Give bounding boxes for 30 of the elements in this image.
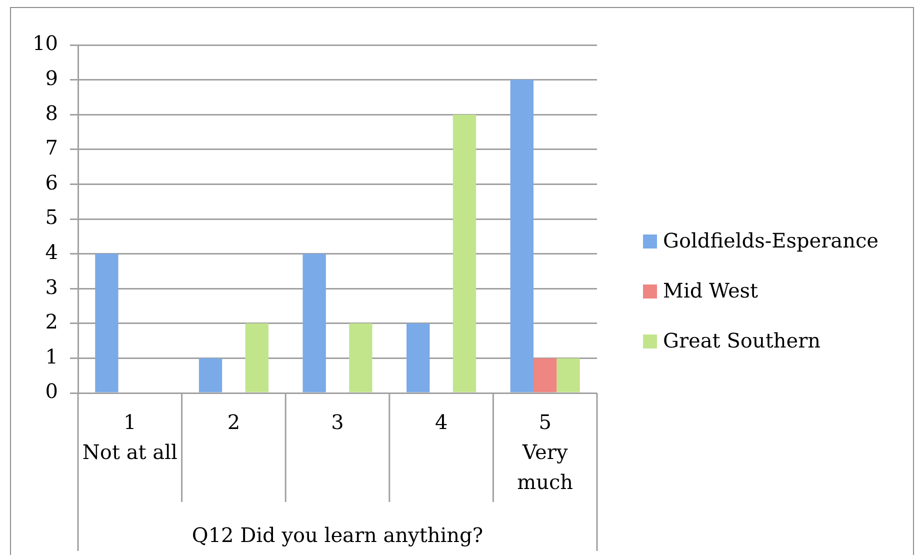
y-tick-label: 7 xyxy=(45,136,58,160)
legend-label: Mid West xyxy=(663,278,758,303)
legend-label: Great Southern xyxy=(663,328,821,353)
x-axis-title: Q12 Did you learn anything? xyxy=(192,523,484,548)
bar xyxy=(198,358,222,392)
y-tick-label: 2 xyxy=(45,310,58,334)
legend-label: Goldfields-Esperance xyxy=(663,228,879,253)
y-tick-label: 4 xyxy=(45,240,58,264)
y-tick-label: 10 xyxy=(32,31,58,56)
y-tick-label: 6 xyxy=(45,170,58,194)
y-tick-label: 3 xyxy=(45,274,58,299)
x-tick-label: 4 xyxy=(434,410,448,434)
y-tick-label: 0 xyxy=(45,379,58,404)
bar xyxy=(406,323,430,392)
y-tick-label: 5 xyxy=(45,205,58,230)
bar xyxy=(245,323,268,392)
x-tick-label: 1 Not at all xyxy=(82,410,178,464)
y-tick-label: 9 xyxy=(45,66,58,90)
bar xyxy=(95,254,118,392)
bar xyxy=(556,358,580,392)
x-tick-label: 3 xyxy=(331,410,344,434)
x-tick-label: 2 xyxy=(227,410,240,434)
bar xyxy=(510,80,534,392)
bar xyxy=(302,254,326,392)
y-tick-label: 1 xyxy=(45,344,58,368)
bar xyxy=(534,358,557,392)
bar xyxy=(452,114,476,392)
x-tick-label: 5 Very much xyxy=(517,410,574,494)
bar xyxy=(349,323,372,392)
y-tick-label: 8 xyxy=(45,100,58,125)
